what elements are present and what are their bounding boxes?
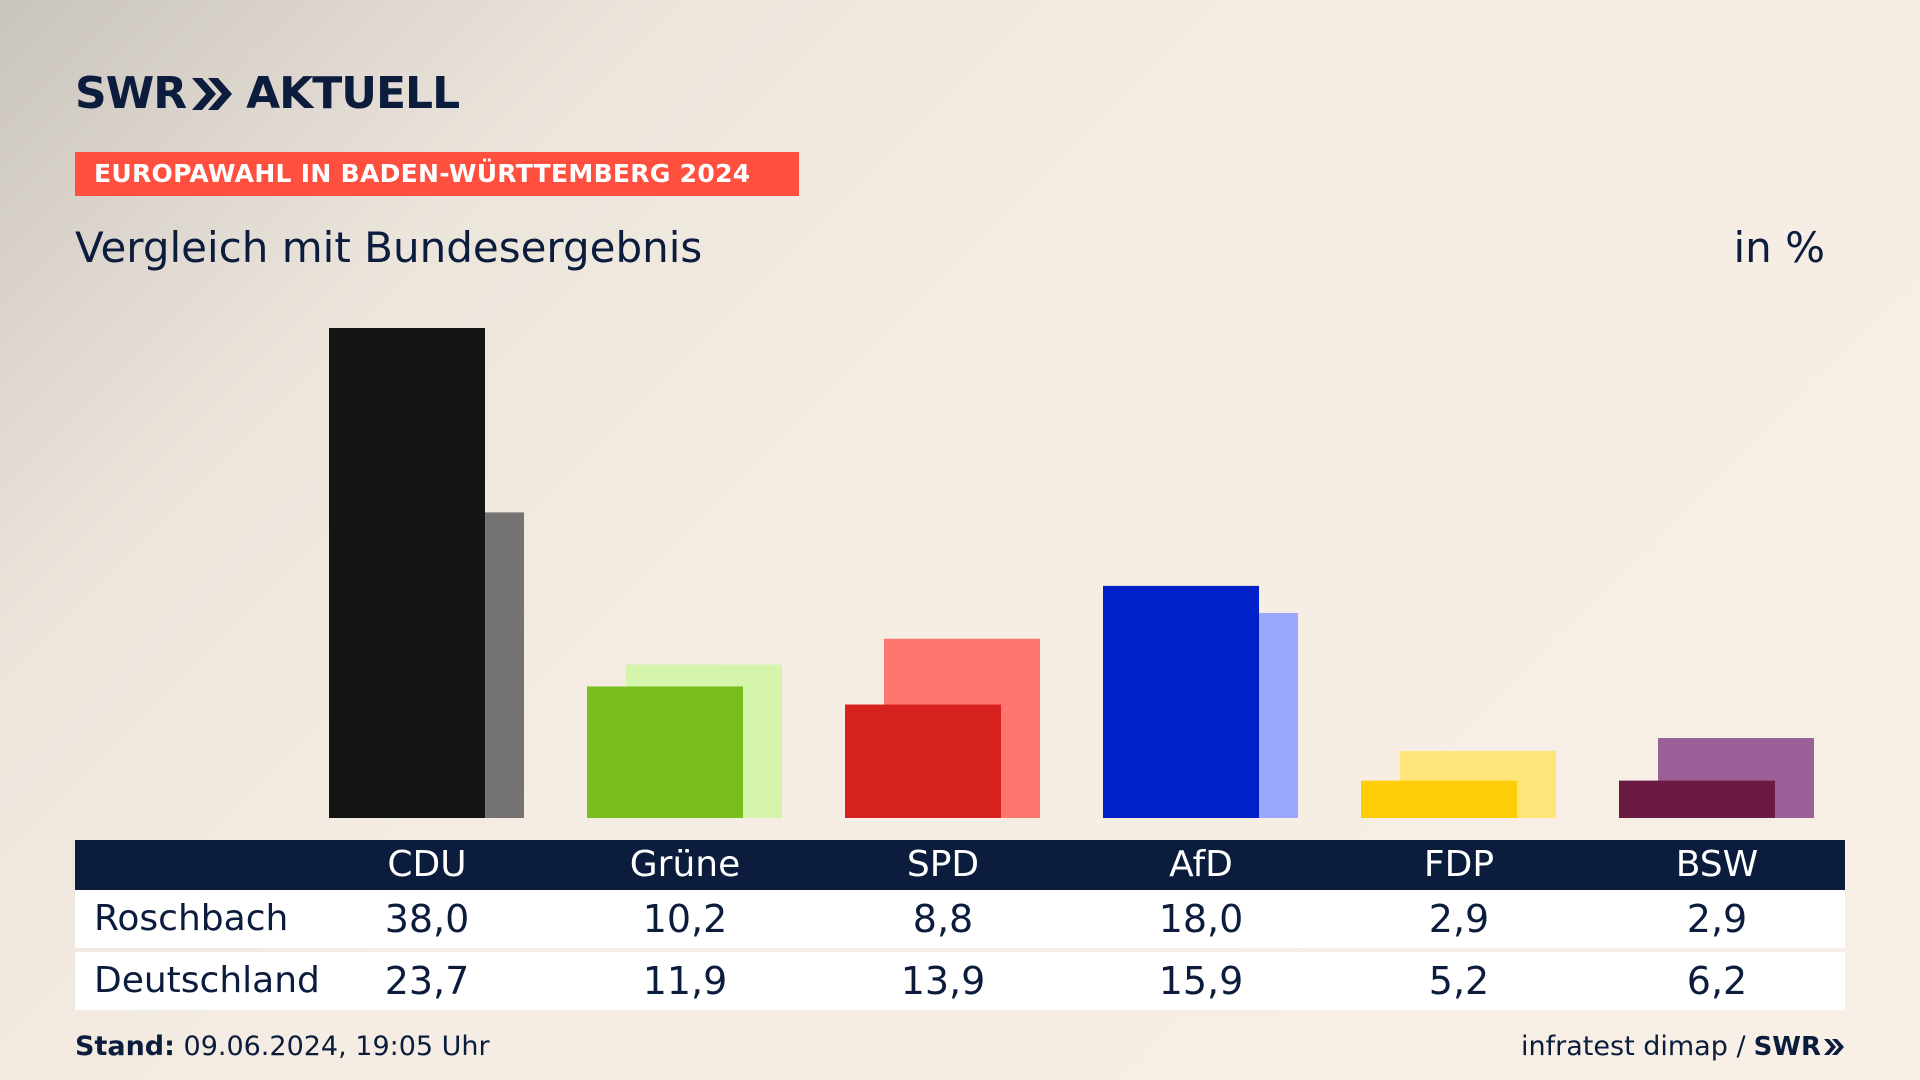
value-cell: 8,8: [912, 897, 974, 941]
value-cell: 18,0: [1158, 897, 1244, 941]
election-badge: EUROPAWAHL IN BADEN-WÜRTTEMBERG 2024: [75, 152, 799, 196]
value-cell: 13,9: [900, 959, 986, 1003]
results-table: CDU Grüne SPD AfD FDP BSW Roschbach 38,0…: [75, 840, 1845, 1010]
stand-value: 09.06.2024, 19:05 Uhr: [183, 1031, 490, 1062]
header-spd: SPD: [906, 844, 980, 885]
logo-aktuell-text: AKTUELL: [246, 68, 460, 119]
header-cdu: CDU: [387, 844, 467, 885]
value-cell: 23,7: [384, 959, 470, 1003]
swr-aktuell-logo: SWR AKTUELL: [75, 68, 460, 119]
value-cell: 38,0: [384, 897, 470, 941]
value-cell: 2,9: [1428, 897, 1490, 941]
timestamp: Stand: 09.06.2024, 19:05 Uhr: [75, 1030, 490, 1064]
bar-roschbach-afd: [1103, 585, 1259, 818]
source-text: infratest dimap /: [1521, 1031, 1746, 1062]
header-gruene: Grüne: [629, 844, 741, 885]
table-row: Roschbach 38,0 10,2 8,8 18,0 2,9 2,9: [75, 890, 1845, 948]
bar-roschbach-bsw: [1619, 780, 1775, 818]
logo-swr-text: SWR: [75, 68, 187, 119]
row-label-roschbach: Roschbach: [94, 898, 289, 939]
table-header: CDU Grüne SPD AfD FDP BSW: [75, 840, 1845, 890]
bar-roschbach-cdu: [329, 328, 485, 818]
value-cell: 6,2: [1686, 959, 1748, 1003]
value-cell: 15,9: [1158, 959, 1244, 1003]
unit-label: in %: [1733, 223, 1825, 272]
header-afd: AfD: [1169, 844, 1233, 885]
value-cell: 2,9: [1686, 897, 1748, 941]
double-chevron-icon: [1824, 1039, 1844, 1055]
double-chevron-icon: [192, 78, 233, 110]
stand-label: Stand:: [75, 1031, 175, 1062]
bar-roschbach-fdp: [1361, 780, 1517, 818]
value-cell: 10,2: [642, 897, 728, 941]
header-fdp: FDP: [1423, 844, 1495, 885]
bar-chart: [329, 328, 1814, 818]
chart-subtitle: Vergleich mit Bundesergebnis: [75, 223, 703, 272]
table-row: Deutschland 23,7 11,9 13,9 15,9 5,2 6,2: [75, 952, 1845, 1010]
bar-roschbach-spd: [845, 704, 1001, 818]
value-cell: 5,2: [1428, 959, 1490, 1003]
source-credit: infratest dimap / SWR: [1521, 1030, 1845, 1064]
row-label-deutschland: Deutschland: [94, 960, 320, 1001]
value-cell: 11,9: [642, 959, 728, 1003]
bar-roschbach-gruene: [587, 686, 743, 818]
header-bsw: BSW: [1675, 844, 1759, 885]
footer-swr-logo: SWR: [1753, 1032, 1821, 1062]
